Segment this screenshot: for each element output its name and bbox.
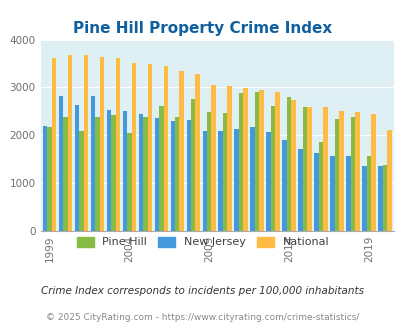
Bar: [291, 100, 295, 231]
Bar: [207, 112, 211, 231]
Bar: [275, 92, 279, 231]
Bar: [202, 131, 207, 231]
Bar: [286, 97, 291, 231]
Bar: [322, 107, 327, 231]
Bar: [250, 127, 254, 231]
Bar: [99, 57, 104, 231]
Bar: [154, 117, 159, 231]
Bar: [370, 114, 375, 231]
Bar: [115, 58, 120, 231]
Bar: [282, 140, 286, 231]
Bar: [138, 114, 143, 231]
Bar: [339, 111, 343, 231]
Bar: [63, 117, 68, 231]
Bar: [361, 166, 366, 231]
Bar: [83, 55, 88, 231]
Bar: [334, 119, 339, 231]
Bar: [354, 112, 359, 231]
Bar: [186, 120, 190, 231]
Bar: [377, 166, 382, 231]
Bar: [58, 96, 63, 231]
Bar: [330, 156, 334, 231]
Bar: [51, 58, 56, 231]
Bar: [313, 152, 318, 231]
Bar: [75, 105, 79, 231]
Bar: [127, 133, 131, 231]
Bar: [190, 99, 195, 231]
Bar: [227, 85, 231, 231]
Bar: [298, 149, 302, 231]
Bar: [302, 107, 307, 231]
Bar: [345, 156, 350, 231]
Bar: [386, 130, 391, 231]
Bar: [107, 110, 111, 231]
Text: © 2025 CityRating.com - https://www.cityrating.com/crime-statistics/: © 2025 CityRating.com - https://www.city…: [46, 313, 359, 322]
Text: Crime Index corresponds to incidents per 100,000 inhabitants: Crime Index corresponds to incidents per…: [41, 286, 364, 296]
Bar: [382, 165, 386, 231]
Bar: [318, 143, 322, 231]
Bar: [222, 113, 227, 231]
Bar: [47, 127, 51, 231]
Bar: [243, 88, 247, 231]
Bar: [211, 84, 215, 231]
Bar: [68, 55, 72, 231]
Bar: [131, 63, 136, 231]
Bar: [195, 74, 199, 231]
Bar: [170, 121, 175, 231]
Bar: [234, 129, 239, 231]
Bar: [179, 71, 183, 231]
Bar: [270, 106, 275, 231]
Bar: [111, 115, 115, 231]
Bar: [159, 106, 163, 231]
Bar: [239, 93, 243, 231]
Bar: [90, 96, 95, 231]
Bar: [366, 156, 370, 231]
Bar: [143, 117, 147, 231]
Bar: [218, 131, 222, 231]
Bar: [259, 90, 263, 231]
Bar: [79, 130, 83, 231]
Bar: [95, 117, 99, 231]
Bar: [163, 66, 168, 231]
Bar: [43, 126, 47, 231]
Legend: Pine Hill, New Jersey, National: Pine Hill, New Jersey, National: [72, 232, 333, 252]
Bar: [122, 111, 127, 231]
Bar: [254, 92, 259, 231]
Text: Pine Hill Property Crime Index: Pine Hill Property Crime Index: [73, 21, 332, 36]
Bar: [350, 117, 354, 231]
Bar: [175, 116, 179, 231]
Bar: [147, 64, 151, 231]
Bar: [307, 107, 311, 231]
Bar: [266, 132, 270, 231]
